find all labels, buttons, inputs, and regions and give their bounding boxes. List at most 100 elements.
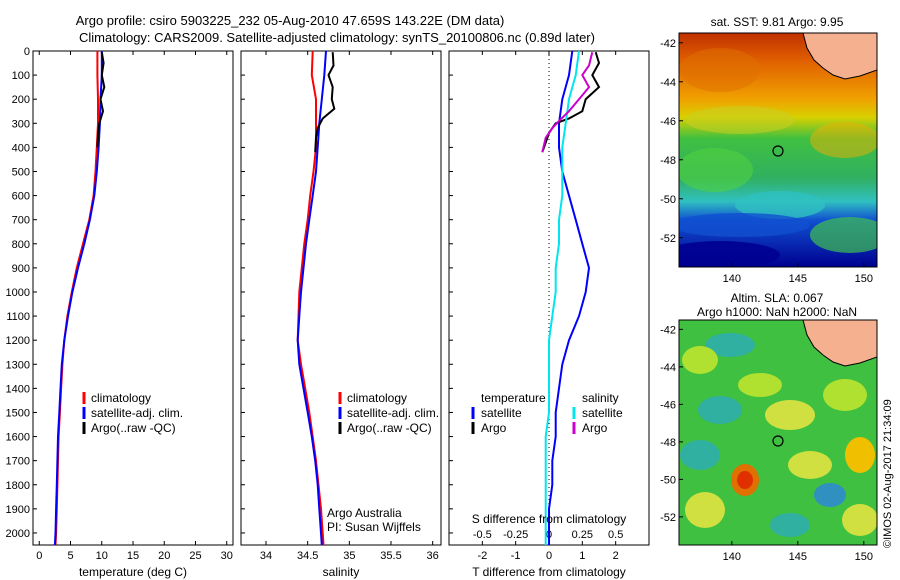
temperature-axes [32, 50, 234, 546]
depth-tick-label: 400 [12, 142, 30, 154]
depth-tick-label: 1400 [6, 383, 30, 395]
temperature-series [53, 51, 106, 546]
x-tick-label: 36 [427, 550, 439, 562]
series-line [96, 52, 106, 148]
depth-tick-label: 500 [12, 166, 30, 178]
depth-tick-label: 2000 [6, 528, 30, 540]
map-y-tick-label: -44 [660, 362, 676, 374]
map-y-tick-label: -50 [660, 474, 676, 486]
x-tick-label: 0 [546, 550, 552, 562]
depth-tick-label: 800 [12, 239, 30, 251]
map-y-tick-label: -48 [660, 437, 676, 449]
title-line-2: Climatology: CARS2009. Satellite-adjuste… [79, 30, 595, 45]
x-tick-label: 0 [36, 550, 42, 562]
depth-tick-label: 100 [12, 70, 30, 82]
x-tick-label: 30 [221, 550, 233, 562]
map-y-tick-label: -42 [660, 324, 676, 336]
depth-tick-label: 1300 [6, 359, 30, 371]
depth-tick-label: 200 [12, 94, 30, 106]
depth-tick-label: 1900 [6, 504, 30, 516]
series-line [548, 50, 591, 545]
difference-axes [448, 50, 650, 546]
x-tick-label-top: 0.25 [572, 529, 593, 541]
legend-s-argo: Argo [582, 421, 608, 435]
depth-axis: 0 100 200 300 400 500 600 700 800 900 1000 1100 1200… [6, 46, 453, 540]
salinity-x-axis: 34 34.5 35 35.5 36 [260, 51, 439, 562]
depth-tick-label: 0 [24, 46, 30, 58]
series-line [296, 50, 327, 546]
x-tick-label: 20 [158, 550, 170, 562]
map-y-tick-label: -42 [660, 38, 676, 50]
pi-name: PI: Susan Wijffels [327, 520, 421, 534]
land-mass [802, 320, 877, 367]
sla-map-subtitle: Argo h1000: NaN h2000: NaN [697, 305, 857, 319]
salinity-legend: climatology satellite-adj. clim. Argo(..… [338, 391, 439, 435]
legend-climatology: climatology [91, 391, 151, 405]
sla-map-image [679, 320, 877, 545]
credit: Argo Australia [327, 506, 402, 520]
salinity-xlabel: salinity [323, 565, 360, 579]
x-tick-label: 35.5 [380, 550, 401, 562]
depth-tick-label: 1100 [6, 311, 30, 323]
x-tick-label: 10 [96, 550, 108, 562]
depth-tick-label: 1500 [6, 407, 30, 419]
x-tick-label: 15 [127, 550, 139, 562]
argo-marker [772, 145, 784, 157]
difference-series [541, 50, 601, 545]
depth-tick-label: 900 [12, 263, 30, 275]
map-x-tick-label: 150 [855, 273, 873, 285]
map-x-tick-label: 145 [789, 273, 807, 285]
x-tick-label: 34 [260, 550, 272, 562]
difference-xlabel: T difference from climatology [472, 565, 626, 579]
x-tick-label: -1 [511, 550, 521, 562]
depth-tick-label: 1700 [6, 456, 30, 468]
legend-t-satellite: satellite [481, 406, 522, 420]
x-tick-label-top: 0.5 [608, 529, 623, 541]
depth-tick-label: 1000 [6, 287, 30, 299]
map-y-tick-label: -46 [660, 116, 676, 128]
temperature-x-axis: 0 5 10 15 20 25 30 [36, 51, 233, 562]
salinity-series [296, 50, 336, 546]
series-line [314, 52, 336, 153]
map-y-tick-label: -52 [660, 512, 676, 524]
depth-tick-label: 600 [12, 191, 30, 203]
legend-argo: Argo(..raw -QC) [91, 421, 176, 435]
x-tick-label: 2 [613, 550, 619, 562]
depth-tick-label: 300 [12, 118, 30, 130]
x-tick-label: 1 [579, 550, 585, 562]
depth-tick-label: 1800 [6, 480, 30, 492]
salinity-axes [240, 50, 442, 546]
sla-map-title: Altim. SLA: 0.067 [731, 291, 824, 305]
series-line [541, 51, 594, 153]
x-tick-label: 34.5 [297, 550, 318, 562]
depth-tick-label: 700 [12, 215, 30, 227]
difference-legend: temperature salinity satellite Argo sate… [471, 391, 623, 435]
x-tick-label: 25 [189, 550, 201, 562]
legend-t-argo: Argo [481, 421, 507, 435]
map-x-tick-label: 150 [855, 551, 873, 563]
map-x-tick-label: 140 [723, 551, 741, 563]
x-tick-label-top: -0.25 [503, 529, 528, 541]
sla-map-axes: 140 145 150 -42 -44 -46 -48 -50 -52 [660, 324, 873, 563]
map-y-tick-label: -52 [660, 233, 676, 245]
timestamp-stamp: ©IMOS 02-Aug-2017 21:34:09 [882, 399, 894, 548]
temperature-xlabel: temperature (deg C) [79, 565, 187, 579]
argo-marker [772, 435, 784, 447]
legend-argo: Argo(..raw -QC) [347, 421, 432, 435]
title-line-1: Argo profile: csiro 5903225_232 05-Aug-2… [76, 13, 505, 28]
depth-tick-label: 1600 [6, 432, 30, 444]
x-tick-label: -2 [477, 550, 487, 562]
x-tick-label-top: -0.5 [473, 529, 492, 541]
sst-map-title: sat. SST: 9.81 Argo: 9.95 [711, 15, 844, 29]
x-tick-label: 35 [343, 550, 355, 562]
legend-salinity-header: salinity [582, 391, 619, 405]
temperature-legend: climatology satellite-adj. clim. Argo(..… [82, 391, 183, 435]
land-mass [802, 33, 877, 80]
map-x-tick-label: 140 [723, 273, 741, 285]
map-y-tick-label: -50 [660, 194, 676, 206]
legend-satellite-adj: satellite-adj. clim. [91, 406, 183, 420]
depth-tick-label: 1200 [6, 335, 30, 347]
legend-climatology: climatology [347, 391, 407, 405]
map-y-tick-label: -44 [660, 77, 676, 89]
